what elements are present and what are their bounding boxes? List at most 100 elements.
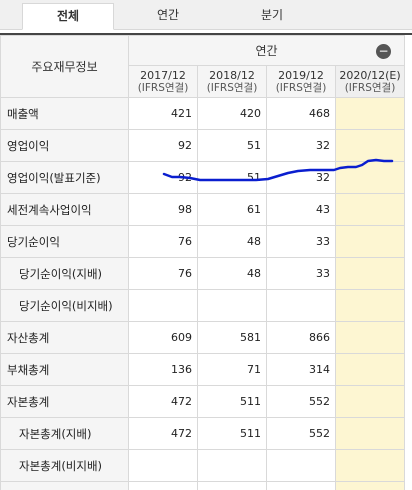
table-row: 당기순이익 76 48 33 xyxy=(0,225,406,258)
value-cell xyxy=(334,417,406,450)
value-cell: 76 xyxy=(128,257,198,290)
value-cell xyxy=(334,289,406,322)
table-row: 자본금343434 xyxy=(0,481,406,490)
column-header-1: 2018/12 (IFRS연결) xyxy=(197,65,267,98)
table-row: 자산총계 609 581 866 xyxy=(0,321,406,354)
column-header-0: 2017/12 (IFRS연결) xyxy=(128,65,198,98)
value-cell: 34 xyxy=(266,481,336,490)
row-label[interactable]: 부채총계 xyxy=(0,353,129,386)
table-row: 자본총계(지배) 472 511 552 xyxy=(0,417,406,450)
column-basis: (IFRS연결) xyxy=(344,82,396,94)
value-cell: 76 xyxy=(128,225,198,258)
value-cell xyxy=(334,193,406,226)
row-label[interactable]: 세전계속사업이익 xyxy=(0,193,129,226)
column-basis: (IFRS연결) xyxy=(206,82,258,94)
value-cell xyxy=(266,449,336,482)
row-label[interactable]: 자본금 xyxy=(0,481,129,490)
column-header-3: 2020/12(E) (IFRS연결) xyxy=(334,65,406,98)
value-cell: 32 xyxy=(266,129,336,162)
value-cell xyxy=(334,449,406,482)
row-label[interactable]: 당기순이익(지배) xyxy=(0,257,129,290)
value-cell: 51 xyxy=(197,129,267,162)
column-year: 2019/12 xyxy=(278,69,324,82)
value-cell: 92 xyxy=(128,129,198,162)
value-cell xyxy=(197,449,267,482)
minus-circle-icon[interactable]: − xyxy=(376,44,392,59)
value-cell xyxy=(334,385,406,418)
row-label[interactable]: 영업이익 xyxy=(0,129,129,162)
column-header-2: 2019/12 (IFRS연결) xyxy=(266,65,336,98)
table-row: 영업이익(발표기준) 92 51 32 xyxy=(0,161,406,194)
value-cell: 468 xyxy=(266,97,336,130)
value-cell: 314 xyxy=(266,353,336,386)
financial-summary-table: 주요재무정보 연간 − 2017/12 (IFRS연결) 2018/12 (IFRS연… xyxy=(0,33,412,490)
value-cell: 511 xyxy=(197,417,267,450)
value-cell: 866 xyxy=(266,321,336,354)
value-cell xyxy=(334,225,406,258)
row-label[interactable]: 당기순이익 xyxy=(0,225,129,258)
value-cell: 92 xyxy=(128,161,198,194)
tab-all[interactable]: 전체 xyxy=(22,3,114,30)
table-body: 매출액 421 420 468 영업이익 92 51 32 영업이익(발표기준) 92 51 32 세전… xyxy=(0,97,406,490)
table-row: 당기순이익(비지배) xyxy=(0,289,406,322)
value-cell: 33 xyxy=(266,257,336,290)
table-row: 자본총계 472 511 552 xyxy=(0,385,406,418)
row-label[interactable]: 매출액 xyxy=(0,97,129,130)
value-cell xyxy=(334,97,406,130)
value-cell: 581 xyxy=(197,321,267,354)
table-row: 영업이익 92 51 32 xyxy=(0,129,406,162)
value-cell: 472 xyxy=(128,417,198,450)
value-cell: 552 xyxy=(266,417,336,450)
value-cell: 609 xyxy=(128,321,198,354)
value-cell: 421 xyxy=(128,97,198,130)
period-tab-bar: 전체 연간 분기 xyxy=(0,0,412,30)
value-cell xyxy=(334,161,406,194)
annual-period-label: 연간 xyxy=(255,44,278,58)
value-cell: 61 xyxy=(197,193,267,226)
tab-quarterly[interactable]: 분기 xyxy=(260,8,284,22)
value-cell xyxy=(197,289,267,322)
value-cell: 43 xyxy=(266,193,336,226)
value-cell: 71 xyxy=(197,353,267,386)
value-cell: 48 xyxy=(197,225,267,258)
value-cell: 472 xyxy=(128,385,198,418)
value-cell xyxy=(334,481,406,490)
value-cell: 511 xyxy=(197,385,267,418)
row-label[interactable]: 당기순이익(비지배) xyxy=(0,289,129,322)
corner-header: 주요재무정보 xyxy=(0,35,129,98)
value-cell: 136 xyxy=(128,353,198,386)
value-cell: 33 xyxy=(266,225,336,258)
value-cell xyxy=(334,353,406,386)
annual-period-header: 연간 − xyxy=(127,35,406,66)
value-cell: 48 xyxy=(197,257,267,290)
row-label[interactable]: 자본총계(지배) xyxy=(0,417,129,450)
row-label[interactable]: 자산총계 xyxy=(0,321,129,354)
value-cell: 51 xyxy=(197,161,267,194)
value-cell: 34 xyxy=(197,481,267,490)
value-cell xyxy=(128,449,198,482)
value-cell: 34 xyxy=(128,481,198,490)
value-cell: 552 xyxy=(266,385,336,418)
tab-annual[interactable]: 연간 xyxy=(156,8,180,22)
column-year: 2020/12(E) xyxy=(339,69,401,82)
table-row: 당기순이익(지배) 76 48 33 xyxy=(0,257,406,290)
column-year: 2018/12 xyxy=(209,69,255,82)
column-year: 2017/12 xyxy=(140,69,186,82)
table-row: 세전계속사업이익 98 61 43 xyxy=(0,193,406,226)
value-cell: 98 xyxy=(128,193,198,226)
table-row: 부채총계 136 71 314 xyxy=(0,353,406,386)
value-cell xyxy=(266,289,336,322)
table-row: 자본총계(비지배) xyxy=(0,449,406,482)
value-cell xyxy=(334,257,406,290)
value-cell: 32 xyxy=(266,161,336,194)
column-header-row: 2017/12 (IFRS연결) 2018/12 (IFRS연결) 2019/12 (IF… xyxy=(1,65,406,98)
row-label[interactable]: 자본총계 xyxy=(0,385,129,418)
row-label[interactable]: 자본총계(비지배) xyxy=(0,449,129,482)
table-row: 매출액 421 420 468 xyxy=(0,97,406,130)
column-basis: (IFRS연결) xyxy=(137,82,189,94)
value-cell: 420 xyxy=(197,97,267,130)
row-label[interactable]: 영업이익(발표기준) xyxy=(0,161,129,194)
value-cell xyxy=(334,321,406,354)
value-cell xyxy=(334,129,406,162)
column-basis: (IFRS연결) xyxy=(275,82,327,94)
